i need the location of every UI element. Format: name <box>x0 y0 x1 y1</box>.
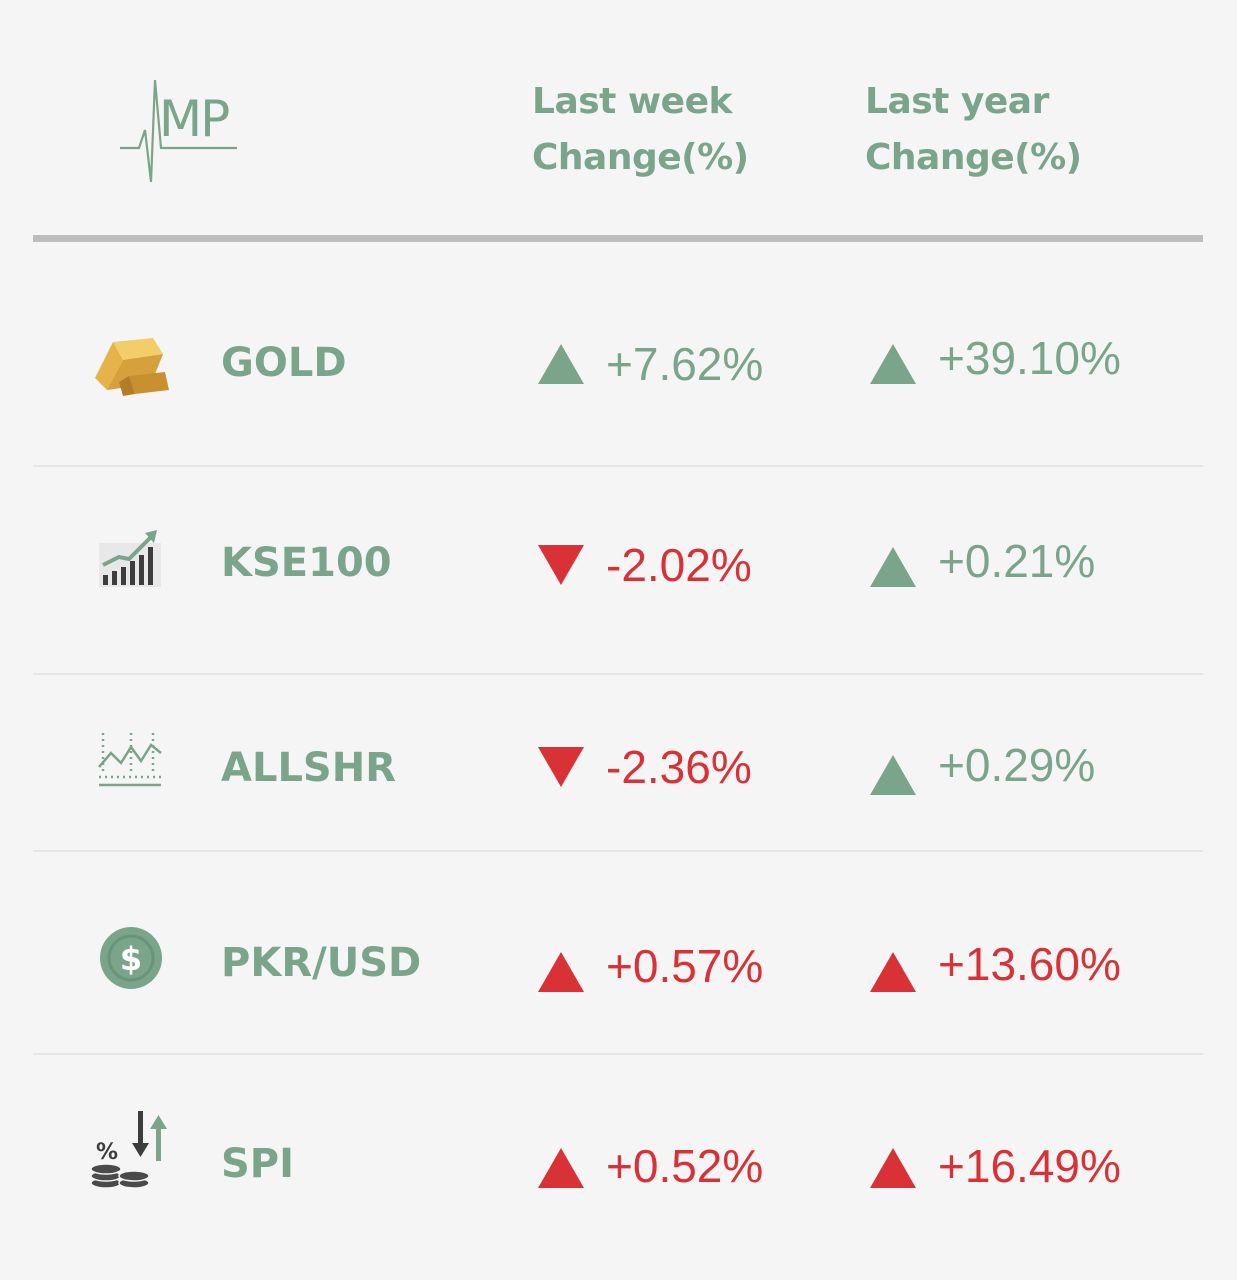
header-last-week-line2: Change(%) <box>532 137 749 178</box>
up-arrow-icon <box>538 952 584 992</box>
week-change-value: -2.02% <box>606 539 752 591</box>
row-divider <box>33 673 1203 675</box>
table-header: MP Last week Change(%) Last year Change(… <box>0 0 1237 240</box>
table-row-kse100: KSE100 -2.02% +0.21% <box>33 467 1203 675</box>
year-change-value: +16.49% <box>938 1140 1121 1192</box>
header-last-year: Last year Change(%) <box>865 74 1165 186</box>
week-change-value: +0.57% <box>606 940 764 992</box>
header-divider <box>33 235 1203 242</box>
svg-text:%: % <box>96 1140 118 1165</box>
row-divider <box>33 465 1203 467</box>
week-change-value: -2.36% <box>606 741 752 793</box>
up-arrow-icon <box>870 344 916 384</box>
up-arrow-icon <box>538 344 584 384</box>
table-row-gold: GOLD +7.62% +39.10% <box>33 242 1203 467</box>
gold-bar-icon <box>95 338 169 396</box>
down-arrow-icon <box>538 545 584 585</box>
row-name: ALLSHR <box>221 745 397 791</box>
dollar-coin-icon: $ <box>100 927 162 989</box>
amp-logo: MP <box>120 79 237 183</box>
year-change-value: +0.29% <box>938 739 1096 791</box>
week-change-value: +0.52% <box>606 1140 764 1192</box>
up-arrow-icon <box>870 1148 916 1188</box>
row-divider <box>33 850 1203 852</box>
line-chart-icon <box>98 733 162 787</box>
row-divider <box>33 1053 1203 1055</box>
up-arrow-icon <box>870 755 916 795</box>
svg-text:$: $ <box>120 940 142 978</box>
year-change-value: +13.60% <box>938 938 1121 990</box>
down-arrow-icon <box>538 747 584 787</box>
header-last-year-line2: Change(%) <box>865 137 1082 178</box>
year-change-value: +39.10% <box>938 332 1121 384</box>
up-arrow-icon <box>870 952 916 992</box>
header-last-year-line1: Last year <box>865 81 1049 122</box>
rising-bar-chart-icon <box>99 530 161 587</box>
year-change-value: +0.21% <box>938 535 1096 587</box>
table-row-pkr-usd: $ PKR/USD +0.57% +13.60% <box>33 852 1203 1055</box>
header-last-week: Last week Change(%) <box>532 74 832 186</box>
week-change-value: +7.62% <box>606 338 764 390</box>
logo-text: MP <box>159 90 229 148</box>
row-name: KSE100 <box>221 540 392 586</box>
table-row-spi: % SPI +0.52% +16.49% <box>33 1055 1203 1280</box>
up-arrow-icon <box>870 547 916 587</box>
row-name: PKR/USD <box>221 940 422 986</box>
row-name: SPI <box>221 1141 295 1187</box>
up-arrow-icon <box>538 1148 584 1188</box>
coins-percent-arrows-icon: % <box>90 1111 167 1189</box>
table-row-allshr: ALLSHR -2.36% +0.29% <box>33 675 1203 852</box>
row-name: GOLD <box>221 340 347 386</box>
header-last-week-line1: Last week <box>532 81 732 122</box>
